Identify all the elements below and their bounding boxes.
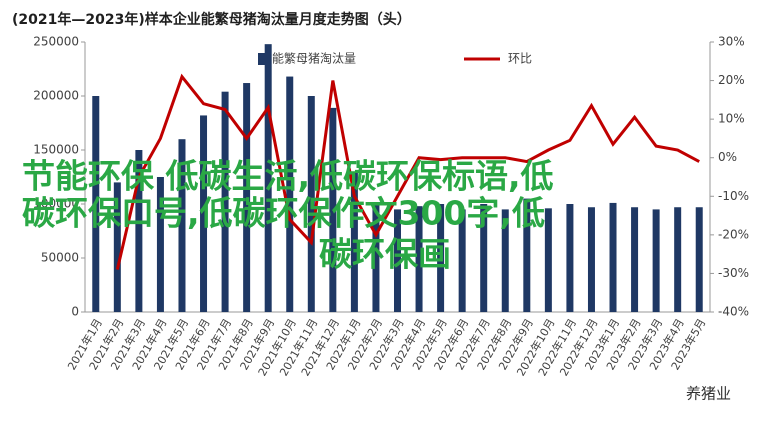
y2-tick-label: 10% — [718, 112, 745, 126]
bar — [501, 209, 509, 312]
bar — [307, 96, 315, 312]
overlay-text: 碳环保画 — [319, 235, 451, 274]
y-tick-label: 250000 — [33, 35, 79, 49]
overlay-text: 碳环保口号,低碳环保作文300字,低 — [22, 194, 545, 233]
y2-tick-label: -30% — [718, 266, 749, 280]
bar — [437, 204, 445, 312]
bar — [221, 91, 229, 313]
bar — [695, 207, 703, 312]
y-tick-label: 200000 — [33, 89, 79, 103]
y-tick-label: 150000 — [33, 143, 79, 157]
line — [115, 73, 700, 270]
y-tick-label: 50000 — [41, 251, 79, 265]
bar — [264, 44, 272, 312]
bar — [113, 182, 121, 312]
watermark: 养猪业 — [686, 385, 731, 403]
y2-tick-label: 0% — [718, 150, 737, 164]
bar — [372, 204, 380, 312]
y2-tick-label: -40% — [718, 305, 749, 319]
bar — [178, 139, 186, 312]
bar — [609, 202, 617, 312]
bar — [544, 208, 552, 312]
y2-tick-label: 30% — [718, 35, 745, 49]
legend-label: 环比 — [508, 52, 532, 66]
bar — [523, 198, 531, 312]
bar — [156, 177, 164, 312]
bar — [135, 150, 143, 312]
legend-label: 能繁母猪淘汰量 — [272, 51, 356, 66]
bar — [329, 107, 337, 312]
bar — [243, 83, 251, 312]
bar — [200, 115, 208, 312]
overlay-text: 节能环保 低碳生活,低碳环保标语,低 — [22, 157, 554, 196]
bar — [92, 96, 100, 312]
y-tick-label: 100000 — [33, 197, 79, 211]
bar — [480, 204, 488, 312]
bar — [394, 209, 401, 312]
y2-tick-label: 20% — [718, 73, 745, 87]
bar — [415, 206, 423, 312]
bar — [631, 207, 639, 312]
y2-tick-label: -10% — [718, 189, 749, 203]
bar — [674, 207, 682, 312]
bar — [286, 76, 294, 312]
legend-swatch — [258, 53, 266, 65]
bar — [587, 207, 595, 312]
y2-tick-label: -20% — [718, 227, 749, 241]
bar — [566, 204, 574, 312]
chart-title: (2021年—2023年)样本企业能繁母猪淘汰量月度走势图（头） — [12, 11, 411, 28]
bar — [652, 209, 660, 312]
y-tick-label: 0 — [71, 305, 79, 319]
bar — [458, 209, 466, 312]
bar — [350, 172, 358, 312]
